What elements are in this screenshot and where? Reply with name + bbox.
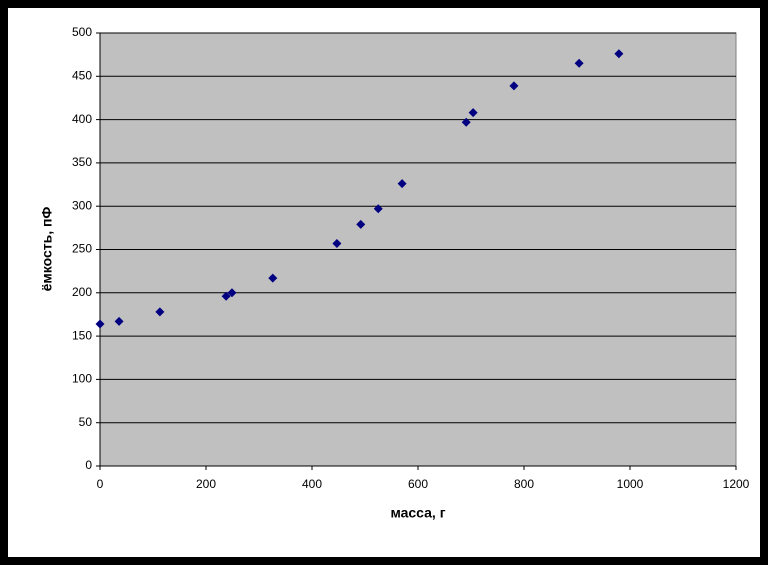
point <box>461 117 471 127</box>
x-tick-label: 1200 <box>723 477 750 491</box>
point <box>268 273 278 283</box>
y-tick-label: 350 <box>72 155 92 169</box>
point <box>114 316 124 326</box>
y-axis-title: ёмкость, пФ <box>39 207 55 292</box>
point <box>95 319 105 329</box>
y-tick-label: 500 <box>72 25 92 39</box>
y-tick-label: 150 <box>72 328 92 342</box>
x-tick-label: 1000 <box>617 477 644 491</box>
y-tick-label: 100 <box>72 372 92 386</box>
point <box>373 204 383 214</box>
point <box>397 179 407 189</box>
y-tick-label: 300 <box>72 198 92 212</box>
point <box>227 288 237 298</box>
x-tick-label: 600 <box>408 477 428 491</box>
point <box>509 81 519 91</box>
point <box>468 108 478 118</box>
y-tick-label: 250 <box>72 242 92 256</box>
point <box>155 307 165 317</box>
y-tick-label: 50 <box>79 415 93 429</box>
point <box>614 49 624 59</box>
x-tick-label: 400 <box>302 477 322 491</box>
point <box>574 58 584 68</box>
y-tick-label: 450 <box>72 68 92 82</box>
point <box>221 291 231 301</box>
x-tick-label: 200 <box>196 477 216 491</box>
y-tick-label: 0 <box>85 458 92 472</box>
x-tick-label: 0 <box>97 477 104 491</box>
point <box>332 238 342 248</box>
x-axis-title: масса, г <box>390 505 445 521</box>
x-tick-label: 800 <box>514 477 534 491</box>
y-tick-label: 200 <box>72 285 92 299</box>
point <box>356 219 366 229</box>
y-tick-label: 400 <box>72 112 92 126</box>
